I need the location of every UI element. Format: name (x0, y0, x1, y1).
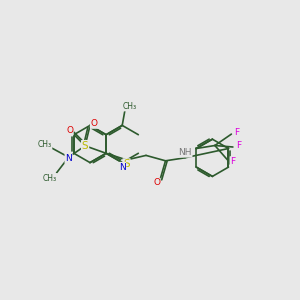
Text: F: F (230, 157, 236, 166)
Text: N: N (119, 163, 126, 172)
Text: CH₃: CH₃ (43, 174, 57, 183)
Text: O: O (153, 178, 160, 188)
Text: F: F (236, 141, 242, 150)
Text: S: S (123, 159, 130, 169)
Text: O: O (91, 119, 98, 128)
Text: O: O (66, 126, 73, 135)
Text: CH₃: CH₃ (123, 102, 137, 111)
Text: S: S (82, 141, 88, 151)
Text: F: F (234, 128, 239, 137)
Text: NH: NH (178, 148, 192, 157)
Text: CH₃: CH₃ (38, 140, 52, 149)
Text: N: N (65, 154, 72, 163)
